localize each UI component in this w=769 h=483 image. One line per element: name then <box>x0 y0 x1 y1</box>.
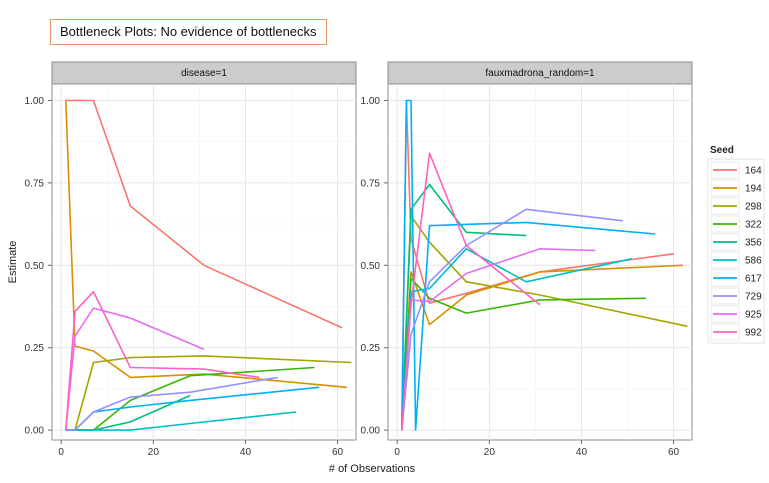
legend-label: 298 <box>745 202 762 213</box>
legend-title: Seed <box>710 145 734 156</box>
x-tick-label: 20 <box>484 447 496 458</box>
x-tick-label: 0 <box>394 447 400 458</box>
x-tick-label: 60 <box>668 447 680 458</box>
x-tick-label: 60 <box>332 447 344 458</box>
y-tick-label: 0.50 <box>361 261 381 272</box>
series-line-617 <box>401 99 656 431</box>
legend-label: 729 <box>745 292 762 303</box>
y-tick-label: 1.00 <box>25 96 45 107</box>
x-tick-label: 20 <box>148 447 160 458</box>
series-line-992 <box>65 290 260 431</box>
x-tick-label: 40 <box>240 447 252 458</box>
y-tick-label: 0.75 <box>25 178 45 189</box>
y-tick-label: 0.00 <box>361 426 381 437</box>
y-axis-label: Estimate <box>7 241 19 284</box>
series-line-194 <box>65 100 347 389</box>
y-tick-label: 0.75 <box>361 178 381 189</box>
panel-background <box>387 83 693 441</box>
legend-label: 617 <box>745 274 762 285</box>
facet-strip-label: fauxmadrona_random=1 <box>485 68 595 79</box>
legend-label: 586 <box>745 256 762 267</box>
series-line-729 <box>401 208 623 431</box>
x-tick-label: 40 <box>576 447 588 458</box>
legend-label: 356 <box>745 238 762 249</box>
series-line-925 <box>65 307 205 431</box>
legend-label: 322 <box>745 220 762 231</box>
legend-label: 992 <box>745 328 762 339</box>
x-axis-label: # of Observations <box>329 463 416 475</box>
y-tick-label: 0.50 <box>25 261 45 272</box>
y-tick-label: 0.25 <box>25 343 45 354</box>
y-tick-label: 0.25 <box>361 343 381 354</box>
facet-panels: disease=10.000.250.500.751.000 20 40 60faux… <box>25 61 693 458</box>
facet-panel: disease=1 0.00 0.25 0.50 0.75 1.00 0 20 40 60 <box>25 61 357 458</box>
facet-panel: fauxmadrona_random=1 0.00 0.25 0.50 0.75 1.00… <box>361 61 693 458</box>
series-line-164 <box>65 99 343 329</box>
legend-label: 164 <box>745 166 762 177</box>
legend-label: 194 <box>745 184 762 195</box>
facet-strip-label: disease=1 <box>181 68 227 79</box>
y-tick-label: 1.00 <box>361 96 381 107</box>
y-tick-label: 0.00 <box>25 426 45 437</box>
series-line-992 <box>401 152 541 431</box>
chart-annotation: Bottleneck Plots: No evidence of bottlen… <box>50 19 327 45</box>
series-line-729 <box>65 376 278 431</box>
legend: Seed 164 194 298 322 356 586 617 729 925 992 <box>707 145 765 344</box>
panel-background <box>51 83 357 441</box>
x-tick-label: 0 <box>58 447 64 458</box>
legend-label: 925 <box>745 310 762 321</box>
